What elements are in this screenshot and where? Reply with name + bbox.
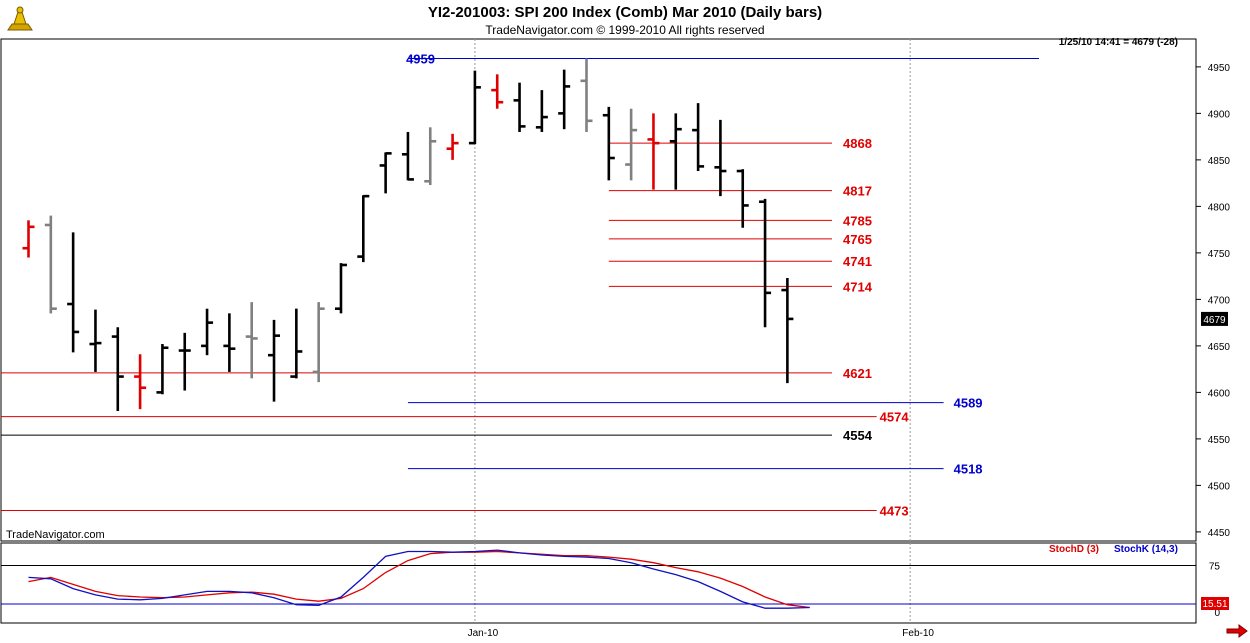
y-tick-label: 4800 <box>1208 202 1231 213</box>
level-label-4574: 4574 <box>880 410 910 425</box>
level-label-4741: 4741 <box>843 254 872 269</box>
legend-stoch-d: StochD (3) <box>1049 544 1099 555</box>
trade-navigator-logo-icon <box>7 6 33 31</box>
copyright-subtitle: TradeNavigator.com © 1999-2010 All right… <box>485 23 765 37</box>
level-label-4765: 4765 <box>843 232 872 247</box>
stoch-value-badge <box>1201 597 1229 610</box>
y-tick-label: 4600 <box>1208 388 1231 399</box>
level-label-4785: 4785 <box>843 213 872 228</box>
stoch-tick-label: 75 <box>1209 562 1221 573</box>
stoch-tick-label: 0 <box>1214 608 1220 619</box>
y-tick-label: 4700 <box>1208 295 1231 306</box>
scroll-right-arrow-icon[interactable] <box>1226 624 1248 638</box>
legend-stoch-k: StochK (14,3) <box>1114 544 1178 555</box>
stoch-line-stochk <box>28 549 810 609</box>
stoch-line-stochd <box>28 550 810 609</box>
level-label-4817: 4817 <box>843 184 872 199</box>
level-label-4621: 4621 <box>843 366 872 381</box>
level-label-4868: 4868 <box>843 136 872 151</box>
y-tick-label: 4750 <box>1208 249 1231 260</box>
last-quote: 1/25/10 14:41 = 4679 (-28) <box>1058 37 1178 48</box>
brand-watermark: TradeNavigator.com <box>6 529 105 541</box>
level-label-4473: 4473 <box>880 504 909 519</box>
stoch-value-label: 15.51 <box>1202 599 1227 610</box>
stoch-pane-frame <box>0 542 1197 624</box>
level-label-4554: 4554 <box>843 428 873 443</box>
y-tick-label: 4950 <box>1208 63 1231 74</box>
level-label-4714: 4714 <box>843 279 873 294</box>
y-tick-label: 4550 <box>1208 435 1231 446</box>
level-label-4518: 4518 <box>954 462 983 477</box>
chart-title: YI2-201003: SPI 200 Index (Comb) Mar 201… <box>427 4 823 21</box>
level-label-4589: 4589 <box>954 396 983 411</box>
last-price-label: 4679 <box>1203 315 1226 326</box>
x-tick-label: Jan-10 <box>468 628 499 639</box>
level-label-4959: 4959 <box>406 52 435 67</box>
y-tick-label: 4900 <box>1208 109 1231 120</box>
price-pane-frame <box>0 38 1197 542</box>
y-tick-label: 4650 <box>1208 342 1231 353</box>
last-price-badge <box>1201 311 1228 326</box>
y-tick-label: 4850 <box>1208 156 1231 167</box>
x-tick-label: Feb-10 <box>902 628 934 639</box>
y-tick-label: 4500 <box>1208 481 1231 492</box>
y-tick-label: 4450 <box>1208 528 1231 539</box>
